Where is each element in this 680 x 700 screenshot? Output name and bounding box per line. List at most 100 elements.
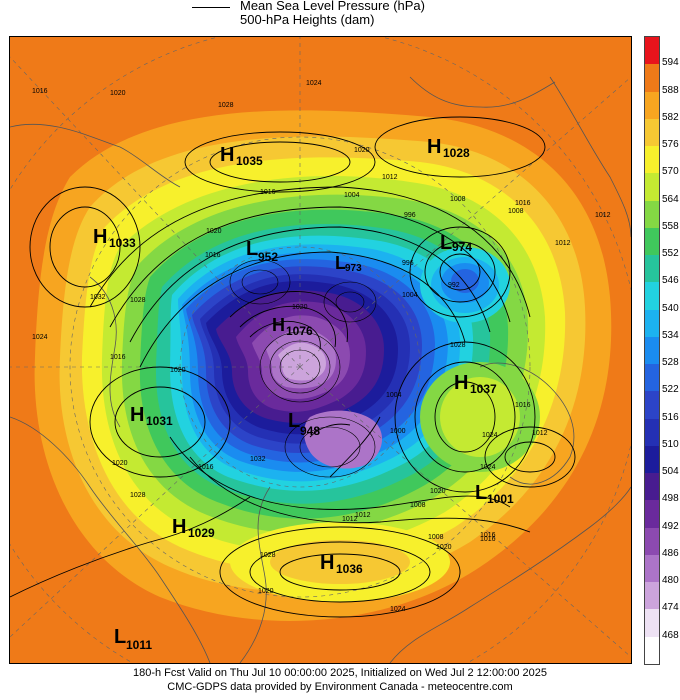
forecast-valid-line: 180-h Fcst Valid on Thu Jul 10 00:00:00 … — [132, 667, 547, 679]
high-value: 1028 — [443, 146, 470, 160]
isobar-label: 1016 — [515, 402, 531, 409]
isobar-label: 1016 — [480, 536, 496, 543]
colorbar-segment — [645, 37, 659, 65]
isobar-label: 996 — [402, 260, 414, 267]
high-center-1028: H 1028 — [427, 136, 470, 160]
colorbar-tick-label: 528 — [662, 357, 679, 369]
low-value: 974 — [452, 240, 472, 254]
isobar-label: 1008 — [508, 208, 524, 215]
high-letter: H — [220, 144, 234, 166]
colorbar-segment — [645, 282, 659, 310]
legend-heights-label: 500-hPa Heights (dam) — [240, 12, 375, 27]
isobar-label: 1016 — [260, 189, 276, 196]
isobar-value-labels: 1016 1020 1028 1024 1020 1012 1008 1004 … — [32, 80, 611, 613]
colorbar-segment — [645, 582, 659, 610]
colorbar-tick-label: 552 — [662, 248, 679, 260]
isobar-label: 1000 — [390, 428, 406, 435]
colorbar-tick-label: 492 — [662, 520, 679, 532]
high-value: 1037 — [470, 382, 497, 396]
colorbar-tick-label: 480 — [662, 575, 679, 587]
high-letter: H — [272, 315, 285, 335]
isobar-label: 1020 — [112, 460, 128, 467]
low-letter: L — [288, 410, 300, 432]
low-value: 973 — [345, 263, 362, 274]
isobar-label: 1032 — [90, 294, 106, 301]
colorbar-tick-label: 576 — [662, 139, 679, 151]
tight-isobars — [229, 259, 377, 478]
isobar-label: 1008 — [450, 196, 466, 203]
colorbar-segment — [645, 364, 659, 392]
low-letter: L — [440, 232, 452, 254]
isobar-label: 1008 — [410, 502, 426, 509]
isobar-label: 1024 — [390, 606, 406, 613]
low-center-1011: L 1011 — [114, 626, 152, 652]
isobar-label: 1016 — [480, 532, 496, 539]
low-center-1001: L 1001 — [475, 482, 514, 506]
colorbar-tick-label: 534 — [662, 329, 679, 341]
high-letter: H — [172, 516, 186, 538]
colorbar-segment — [645, 418, 659, 446]
isobar-label: 1028 — [218, 102, 234, 109]
high-letter: H — [130, 404, 144, 426]
isobar-label: 1016 — [198, 464, 214, 471]
graticule — [10, 37, 631, 663]
isobar-label: 1020 — [430, 488, 446, 495]
colorbar-segment — [645, 527, 659, 555]
map-footer: 180-h Fcst Valid on Thu Jul 10 00:00:00 … — [0, 666, 680, 694]
isobar-label: 1020 — [170, 367, 186, 374]
low-center-973: L 973 — [335, 253, 362, 274]
colorbar-tick-label: 486 — [662, 547, 679, 559]
isobar-label: 1028 — [260, 552, 276, 559]
high-value: 1036 — [336, 562, 363, 576]
high-value: 1076 — [286, 324, 313, 338]
low-center-974: L 974 — [440, 232, 472, 254]
colorbar-segment — [645, 91, 659, 119]
isobar-legend-line — [192, 7, 230, 8]
high-value: 1033 — [109, 236, 136, 250]
high-center-1076: H 1076 — [272, 315, 313, 338]
colorbar-segment — [645, 636, 659, 664]
isobar-label: 1004 — [386, 392, 402, 399]
low-letter: L — [335, 253, 346, 273]
isobar-label: 1012 — [382, 174, 398, 181]
colorbar-segment — [645, 64, 659, 92]
colorbar-segment — [645, 336, 659, 365]
high-letter: H — [320, 552, 334, 574]
isobar-label: 992 — [448, 282, 460, 289]
height-colorbar — [644, 36, 660, 665]
colorbar-tick-label: 558 — [662, 220, 679, 232]
data-credit-line: CMC-GDPS data provided by Environment Ca… — [167, 681, 513, 693]
colorbar-tick-label: 468 — [662, 629, 679, 641]
isobar-label: 1012 — [355, 512, 371, 519]
colorbar-segment — [645, 473, 659, 501]
colorbar-tick-label: 522 — [662, 384, 679, 396]
colorbar-segment — [645, 500, 659, 528]
colorbar-tick-label: 504 — [662, 466, 679, 478]
isobar-label: 1016 — [205, 252, 221, 259]
isobar-label: 1008 — [428, 534, 444, 541]
low-center-948: L 948 — [288, 410, 320, 438]
isobar-label: 1032 — [250, 456, 266, 463]
colorbar-tick-label: 582 — [662, 111, 679, 123]
isobar-label: 1020 — [110, 90, 126, 97]
high-center-1031: H 1031 — [130, 404, 173, 428]
isobar-label: 1024 — [306, 80, 322, 87]
isobar-label: 1024 — [482, 432, 498, 439]
colorbar-segment — [645, 118, 659, 147]
colorbar-tick-label: 516 — [662, 411, 679, 423]
colorbar-segment — [645, 391, 659, 419]
high-letter: H — [427, 136, 441, 158]
high-center-1035: H 1035 — [220, 144, 263, 168]
isobar-label: 1028 — [130, 297, 146, 304]
isobar-label: 1020 — [292, 304, 308, 311]
colorbar-tick-label: 594 — [662, 57, 679, 69]
colorbar-segment — [645, 227, 659, 256]
map-legend: Mean Sea Level Pressure (hPa) 500-hPa He… — [190, 0, 520, 30]
legend-mslp-label: Mean Sea Level Pressure (hPa) — [240, 0, 425, 13]
isobar-label: 1012 — [595, 212, 611, 219]
colorbar-tick-label: 474 — [662, 602, 679, 614]
colorbar-segment — [645, 609, 659, 637]
isobar-label: 1012 — [555, 240, 571, 247]
isobar-label: 1016 — [515, 200, 531, 207]
colorbar-segment — [645, 200, 659, 228]
